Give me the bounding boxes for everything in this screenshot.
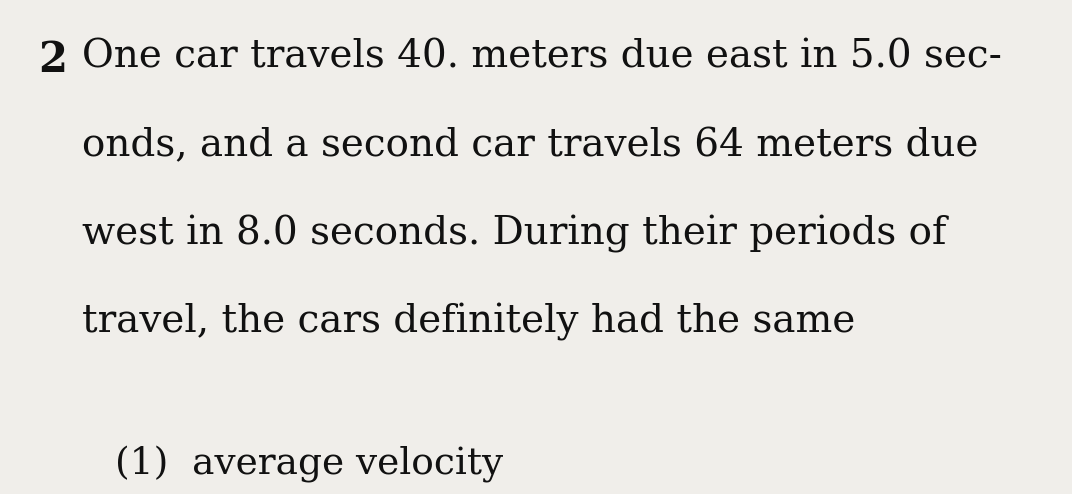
Text: travel, the cars definitely had the same: travel, the cars definitely had the same	[81, 303, 855, 341]
Text: west in 8.0 seconds. During their periods of: west in 8.0 seconds. During their period…	[81, 215, 947, 253]
Text: onds, and a second car travels 64 meters due: onds, and a second car travels 64 meters…	[81, 127, 979, 164]
Text: (1)  average velocity: (1) average velocity	[115, 446, 503, 483]
Text: One car travels 40. meters due east in 5.0 sec-: One car travels 40. meters due east in 5…	[81, 39, 1002, 76]
Text: 2: 2	[38, 39, 66, 81]
